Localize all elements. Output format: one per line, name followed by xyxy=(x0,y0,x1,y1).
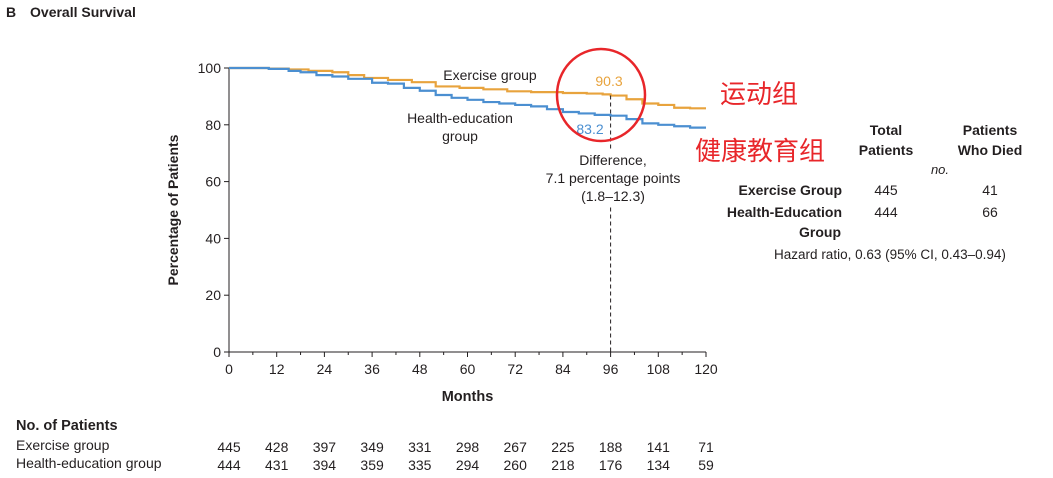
chinese-health-label: 健康教育组 xyxy=(695,137,825,167)
x-tick-label: 96 xyxy=(603,361,619,377)
at-risk-value: 298 xyxy=(456,439,480,455)
difference-label: 7.1 percentage points xyxy=(546,170,681,186)
x-tick-label: 108 xyxy=(647,361,671,377)
at-risk-value: 428 xyxy=(265,439,289,455)
axes: 0 20 40 60 80 100 0 12 24 36 48 60 72 84 96 108 120 Month… xyxy=(165,60,718,405)
at-risk-value: 225 xyxy=(551,439,575,455)
summary-total-value: 444 xyxy=(874,204,898,220)
at-risk-value: 218 xyxy=(551,457,575,473)
at-risk-value: 260 xyxy=(504,457,528,473)
at-risk-value: 294 xyxy=(456,457,480,473)
at-risk-value: 335 xyxy=(408,457,432,473)
chinese-exercise-label: 运动组 xyxy=(720,80,798,110)
at-risk-values: 445 428 397 349 331 298 267 225 188 141 71 444 431 39… xyxy=(217,439,714,473)
summary-total-value: 445 xyxy=(874,182,898,198)
highlight-circle xyxy=(555,47,647,143)
y-tick-label: 20 xyxy=(205,287,221,303)
at-risk-value: 141 xyxy=(647,439,671,455)
summary-died-value: 66 xyxy=(982,204,998,220)
at-risk-value: 359 xyxy=(360,457,384,473)
at-risk-value: 188 xyxy=(599,439,623,455)
hazard-ratio: Hazard ratio, 0.63 (95% CI, 0.43–0.94) xyxy=(774,247,1006,262)
x-tick-label: 12 xyxy=(269,361,285,377)
at-risk-value: 349 xyxy=(360,439,384,455)
y-tick-label: 60 xyxy=(205,174,221,190)
exercise-value-label: 90.3 xyxy=(595,73,622,89)
at-risk-value: 394 xyxy=(313,457,337,473)
at-risk-value: 176 xyxy=(599,457,623,473)
at-risk-row-label: Health-education group xyxy=(16,455,162,471)
at-risk-header: No. of Patients xyxy=(16,418,118,434)
x-tick-label: 36 xyxy=(364,361,380,377)
health-education-label: group xyxy=(442,128,478,144)
survival-curves xyxy=(229,66,706,129)
y-tick-label: 80 xyxy=(205,117,221,133)
difference-label: Difference, xyxy=(579,152,646,168)
at-risk-row-label: Exercise group xyxy=(16,437,110,453)
panel-letter: B xyxy=(6,4,17,20)
x-tick-label: 72 xyxy=(507,361,523,377)
health-education-label: Health-education xyxy=(407,110,513,126)
summary-col2-header: Patients xyxy=(963,122,1018,138)
at-risk-value: 134 xyxy=(647,457,671,473)
x-tick-label: 0 xyxy=(225,361,233,377)
at-risk-table: No. of Patients Exercise group Health-ed… xyxy=(16,418,162,472)
panel-title-text: Overall Survival xyxy=(30,4,136,20)
summary-row-label: Health-Education xyxy=(727,204,842,220)
y-tick-label: 100 xyxy=(198,60,222,76)
exercise-survival-curve xyxy=(229,66,706,110)
x-tick-label: 84 xyxy=(555,361,571,377)
at-risk-value: 71 xyxy=(698,439,714,455)
summary-died-value: 41 xyxy=(982,182,998,198)
exercise-group-label: Exercise group xyxy=(443,67,537,83)
x-tick-label: 24 xyxy=(317,361,333,377)
summary-col1-header: Patients xyxy=(859,142,914,158)
summary-unit: no. xyxy=(931,162,949,177)
at-risk-value: 445 xyxy=(217,439,241,455)
x-tick-label: 120 xyxy=(694,361,718,377)
x-tick-label: 60 xyxy=(460,361,476,377)
health-education-value-label: 83.2 xyxy=(576,121,603,137)
summary-row-label: Group xyxy=(799,224,841,240)
y-axis-label: Percentage of Patients xyxy=(165,134,181,285)
at-risk-value: 397 xyxy=(313,439,337,455)
difference-label: (1.8–12.3) xyxy=(581,188,645,204)
at-risk-value: 444 xyxy=(217,457,241,473)
summary-table: Total Patients Patients Who Died no. Exercise… xyxy=(727,122,1022,262)
health-education-survival-curve xyxy=(229,66,706,129)
summary-row-label: Exercise Group xyxy=(739,182,843,198)
at-risk-value: 431 xyxy=(265,457,289,473)
y-tick-label: 40 xyxy=(205,230,221,246)
at-risk-value: 267 xyxy=(504,439,528,455)
x-tick-label: 48 xyxy=(412,361,428,377)
y-tick-label: 0 xyxy=(213,344,221,360)
x-axis-label: Months xyxy=(442,389,494,405)
summary-col2-header: Who Died xyxy=(958,142,1023,158)
panel-title: B Overall Survival xyxy=(6,4,136,20)
at-risk-value: 59 xyxy=(698,457,714,473)
difference-text-background xyxy=(540,150,688,206)
annotations: Exercise group Health-education group 90.3 8… xyxy=(407,47,825,352)
summary-col1-header: Total xyxy=(870,122,902,138)
at-risk-value: 331 xyxy=(408,439,432,455)
